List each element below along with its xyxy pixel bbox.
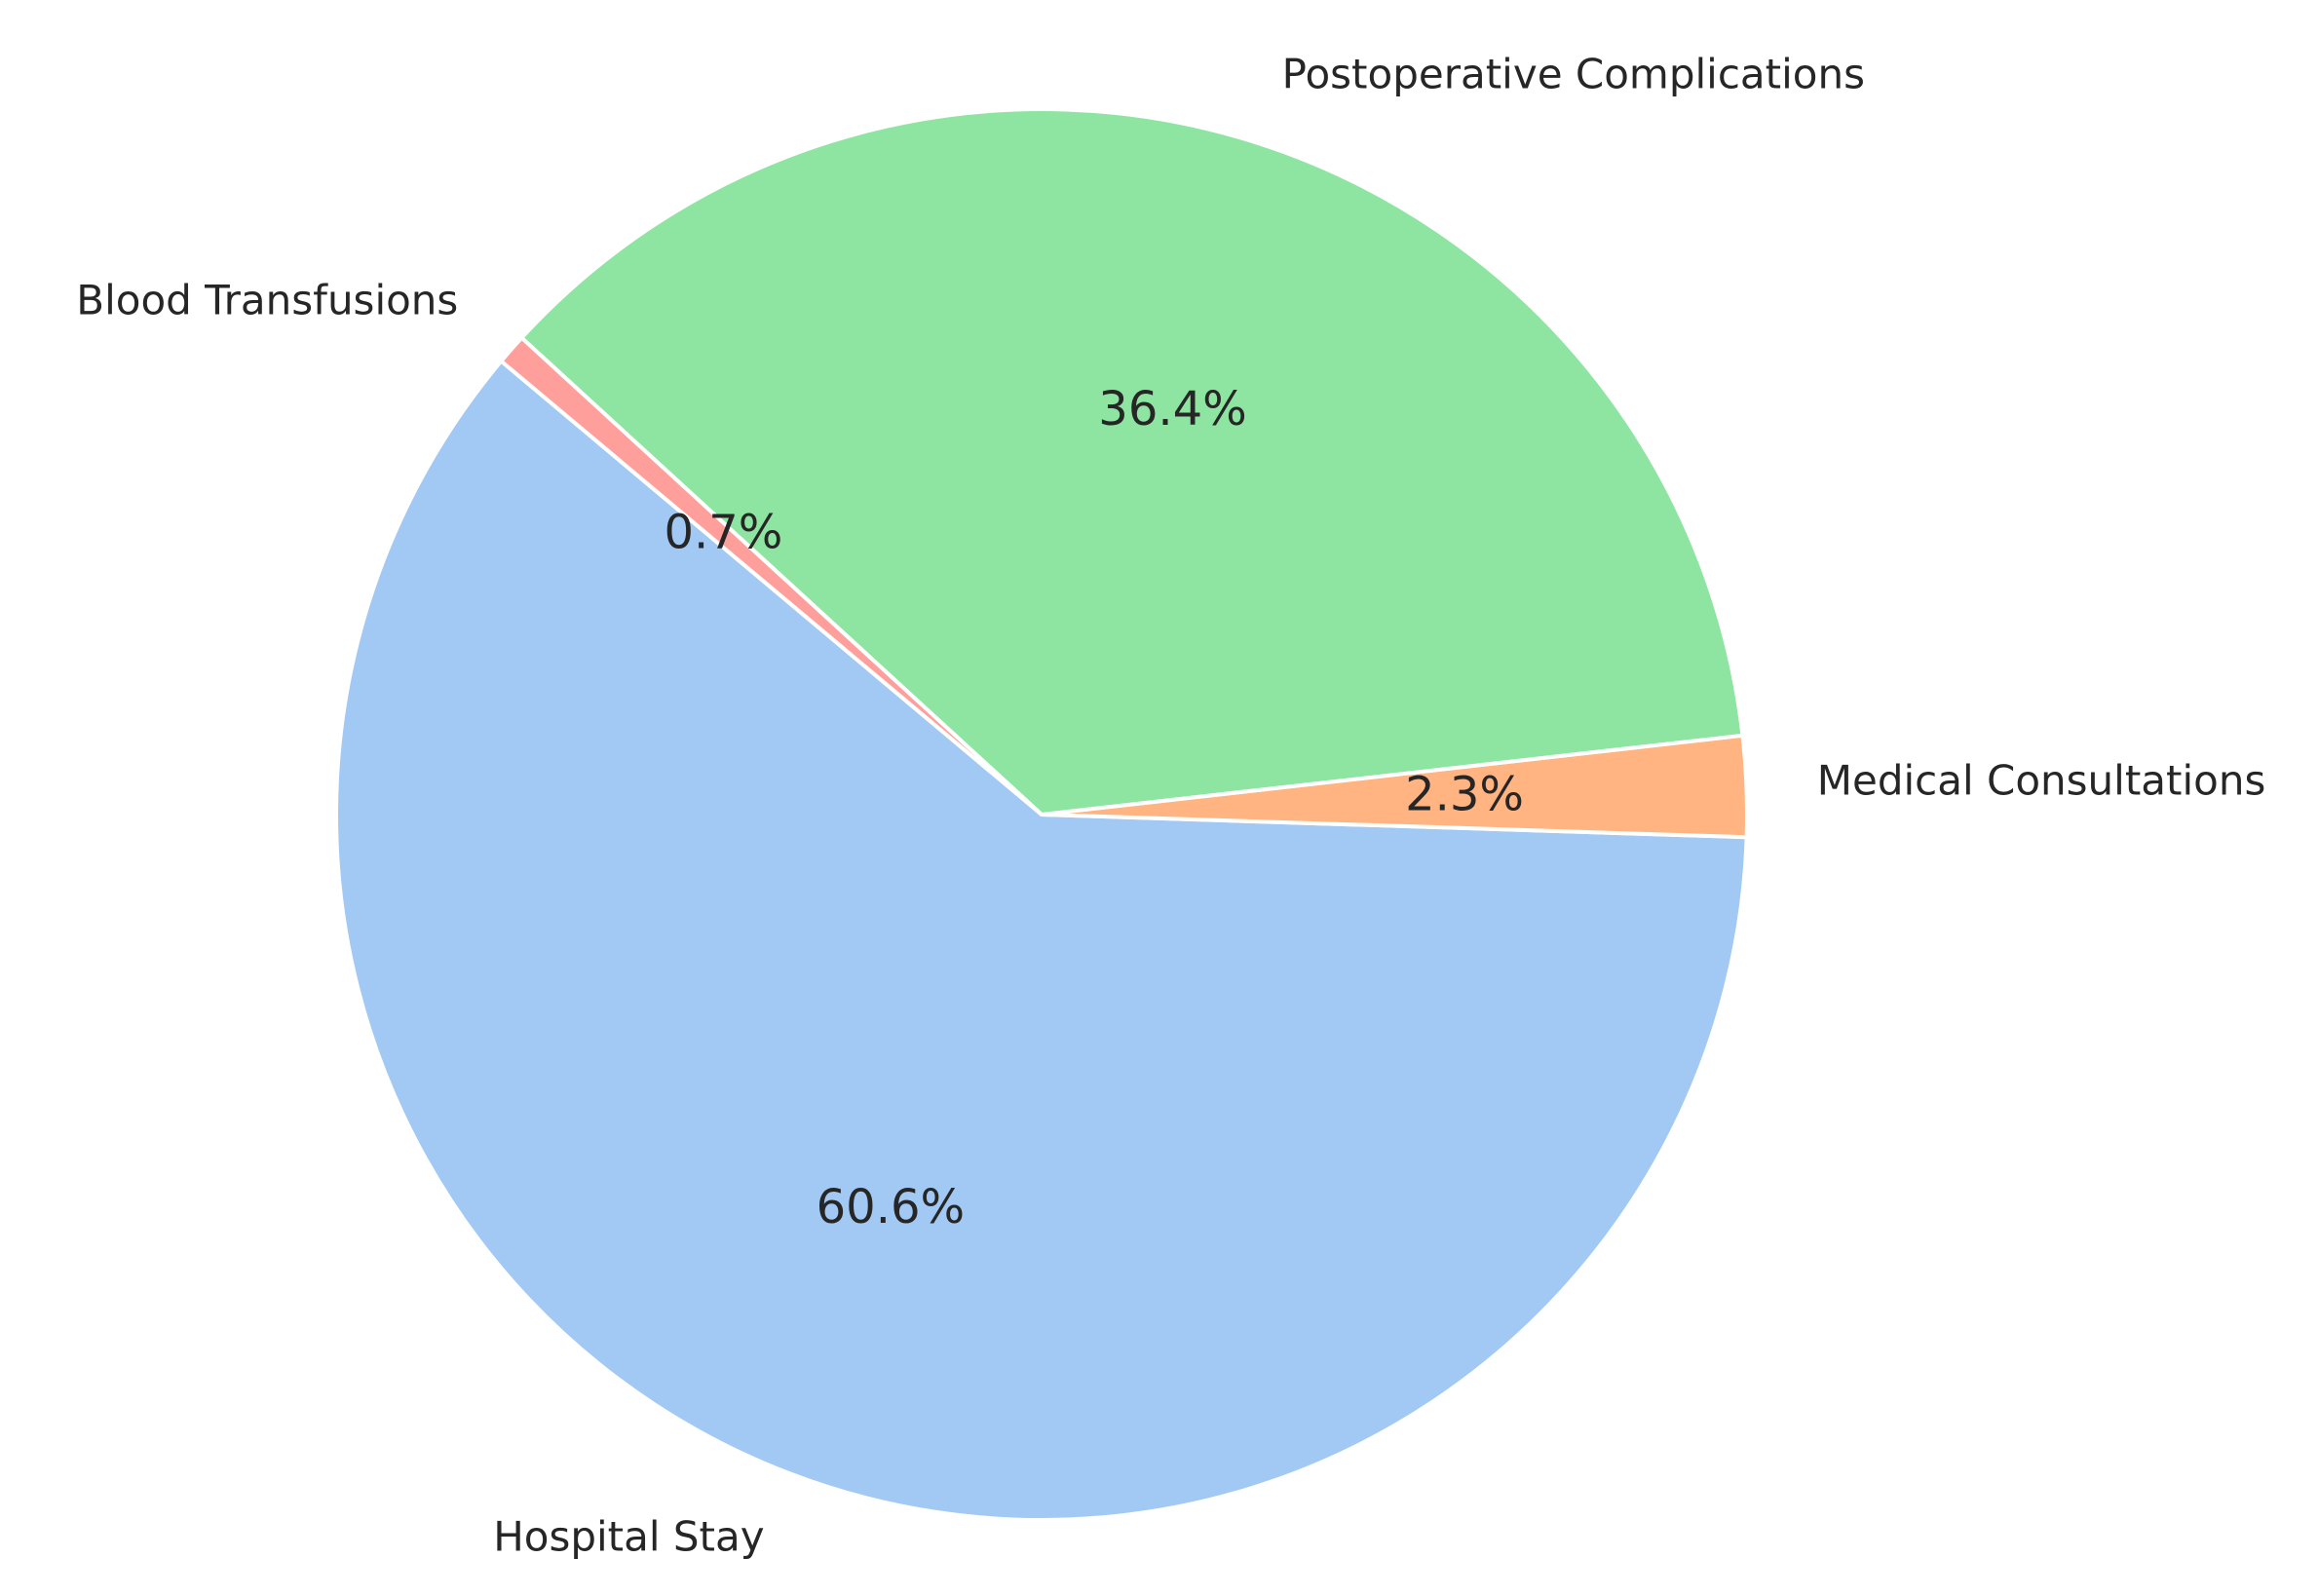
slice-label-postoperative-complications: Postoperative Complications: [1282, 50, 1865, 97]
percent-label-medical-consultations: 2.3%: [1405, 768, 1524, 822]
pie-slice-hospital-stay: [334, 359, 1749, 1522]
slice-label-hospital-stay: Hospital Stay: [493, 1512, 764, 1560]
pie-slice-blood-transfusions: [499, 335, 1044, 817]
percent-label-blood-transfusions: 0.7%: [664, 506, 782, 560]
percent-label-hospital-stay: 60.6%: [817, 1180, 965, 1235]
pie-labels: Hospital Stay 60.6% Medical Consultations 2…: [76, 50, 2265, 1560]
pie-slices: [334, 107, 1749, 1522]
pie-slice-postoperative-complications: [519, 107, 1745, 817]
slice-label-medical-consultations: Medical Consultations: [1817, 757, 2266, 805]
slice-label-blood-transfusions: Blood Transfusions: [76, 276, 458, 323]
percent-label-postoperative-complications: 36.4%: [1098, 382, 1246, 437]
